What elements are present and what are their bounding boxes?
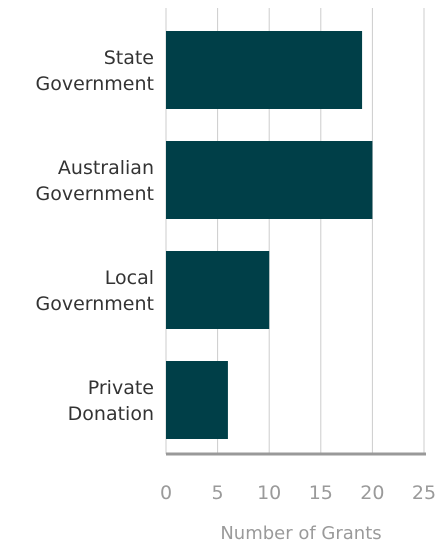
bar bbox=[166, 251, 270, 329]
x-tick-label: 0 bbox=[160, 482, 172, 504]
category-label-line: Government bbox=[36, 183, 155, 205]
category-label: Private Donation bbox=[68, 377, 154, 425]
x-tick-label: 15 bbox=[309, 482, 333, 504]
bar bbox=[166, 361, 228, 439]
category-label-line: State bbox=[104, 47, 154, 69]
category-label: State Government bbox=[36, 47, 155, 95]
x-tick-label: 10 bbox=[257, 482, 281, 504]
bar bbox=[166, 141, 373, 219]
category-label: Australian Government bbox=[36, 157, 155, 205]
category-label: Local Government bbox=[36, 267, 155, 315]
category-label-line: Australian bbox=[58, 157, 154, 179]
x-axis-title: Number of Grants bbox=[220, 523, 381, 544]
bar bbox=[166, 31, 363, 109]
category-label-line: Government bbox=[36, 73, 155, 95]
x-tick-label: 20 bbox=[360, 482, 384, 504]
bars bbox=[166, 31, 373, 439]
x-tick-labels: 0 5 10 15 20 25 bbox=[160, 482, 435, 504]
category-label-line: Donation bbox=[68, 403, 154, 425]
x-tick-label: 5 bbox=[212, 482, 224, 504]
category-label-line: Private bbox=[88, 377, 154, 399]
category-label-line: Government bbox=[36, 293, 155, 315]
category-label-line: Local bbox=[105, 267, 154, 289]
x-tick-label: 25 bbox=[412, 482, 435, 504]
